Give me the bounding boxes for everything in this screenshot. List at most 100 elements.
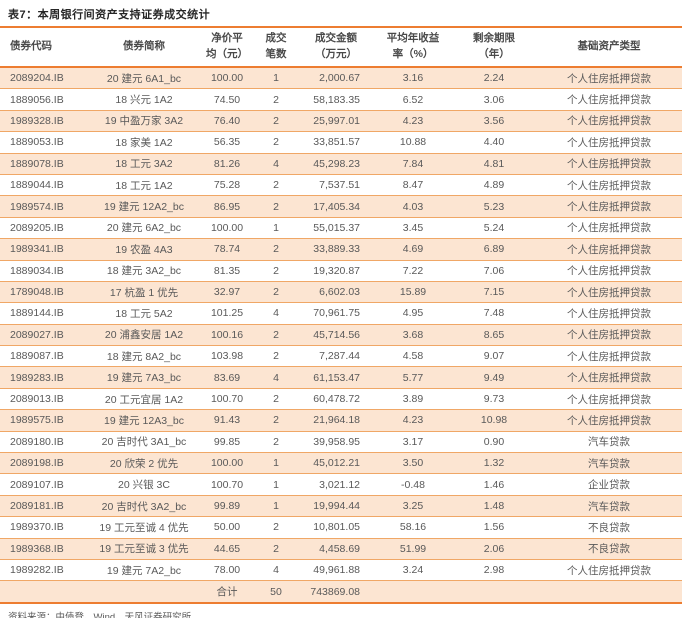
trade-amount-cell: 33,889.33 — [298, 238, 374, 261]
avg-net-price-cell: 100.16 — [200, 324, 254, 347]
asset-type-cell: 汽车贷款 — [536, 495, 682, 518]
avg-net-price-cell: 83.69 — [200, 366, 254, 389]
asset-type-cell: 个人住房抵押贷款 — [536, 281, 682, 304]
trade-amount-cell: 45,714.56 — [298, 324, 374, 347]
remaining-maturity-cell: 0.90 — [452, 431, 536, 454]
trade-count-cell: 2 — [254, 388, 298, 411]
avg-net-price-cell: 100.00 — [200, 217, 254, 240]
table-row: 1889044.IB 18 工元 1A2 75.28 2 7,537.51 8.47 4.8… — [0, 174, 682, 197]
table-row: 2089198.IB 20 欣荣 2 优先 100.00 1 45,012.21 3.50… — [0, 452, 682, 475]
avg-net-price-cell: 81.35 — [200, 260, 254, 282]
trade-amount-cell: 10,801.05 — [298, 516, 374, 539]
bond-name-cell: 18 家美 1A2 — [88, 131, 200, 154]
avg-net-price-cell: 78.00 — [200, 559, 254, 582]
bond-code-cell: 2089181.IB — [0, 495, 88, 518]
col-header-avg-yield: 平均年收益 率（%） — [374, 27, 452, 68]
trade-amount-cell: 7,287.44 — [298, 345, 374, 368]
asset-type-cell: 汽车贷款 — [536, 452, 682, 475]
table-row: 2089205.IB 20 建元 6A2_bc 100.00 1 55,015.37 3.… — [0, 217, 682, 240]
remaining-maturity-cell: 9.07 — [452, 345, 536, 368]
asset-type-cell: 个人住房抵押贷款 — [536, 67, 682, 90]
bond-code-cell: 2089107.IB — [0, 473, 88, 496]
table-row: 2089013.IB 20 工元宜居 1A2 100.70 2 60,478.72 3.8… — [0, 388, 682, 411]
avg-net-price-cell: 101.25 — [200, 302, 254, 325]
bond-code-cell: 1889044.IB — [0, 174, 88, 197]
avg-net-price-cell: 103.98 — [200, 345, 254, 368]
trade-count-cell: 2 — [254, 431, 298, 454]
asset-type-cell: 个人住房抵押贷款 — [536, 110, 682, 133]
avg-yield-cell: 5.77 — [374, 366, 452, 389]
asset-type-cell: 企业贷款 — [536, 473, 682, 496]
trade-count-cell: 4 — [254, 559, 298, 582]
remaining-maturity-cell: 9.49 — [452, 366, 536, 389]
remaining-maturity-cell: 7.15 — [452, 281, 536, 304]
avg-yield-cell: 3.16 — [374, 67, 452, 90]
col-header-trade-amount: 成交金额 （万元） — [298, 27, 374, 68]
remaining-maturity-cell: 1.56 — [452, 516, 536, 539]
avg-yield-cell: 3.17 — [374, 431, 452, 454]
header-row: 债券代码 债券简称 净价平 均（元） 成交 笔数 成交金额 （万元） 平均年收益… — [0, 27, 682, 68]
bond-name-cell: 20 欣荣 2 优先 — [88, 452, 200, 475]
table-body: 2089204.IB 20 建元 6A1_bc 100.00 1 2,000.67 3.1… — [0, 67, 682, 582]
avg-yield-cell: 7.84 — [374, 153, 452, 175]
trade-amount-cell: 61,153.47 — [298, 366, 374, 389]
bond-name-cell: 18 兴元 1A2 — [88, 88, 200, 111]
trade-count-cell: 2 — [254, 110, 298, 133]
bond-name-cell: 19 农盈 4A3 — [88, 238, 200, 261]
avg-yield-cell: 3.45 — [374, 217, 452, 240]
bond-code-cell: 1989575.IB — [0, 409, 88, 432]
trade-count-cell: 4 — [254, 153, 298, 175]
asset-type-cell: 个人住房抵押贷款 — [536, 153, 682, 175]
asset-type-cell: 个人住房抵押贷款 — [536, 131, 682, 154]
bond-name-cell: 20 吉时代 3A1_bc — [88, 431, 200, 454]
remaining-maturity-cell: 8.65 — [452, 324, 536, 347]
table-row: 1889056.IB 18 兴元 1A2 74.50 2 58,183.35 6.52 3.… — [0, 88, 682, 111]
avg-yield-cell: 3.24 — [374, 559, 452, 582]
bond-name-cell: 20 建元 6A1_bc — [88, 67, 200, 90]
bond-code-cell: 1989370.IB — [0, 516, 88, 539]
bond-name-cell: 19 建元 7A3_bc — [88, 366, 200, 389]
trade-amount-cell: 2,000.67 — [298, 67, 374, 90]
table-row: 1989368.IB 19 工元至诚 3 优先 44.65 2 4,458.69 51.9… — [0, 538, 682, 560]
asset-type-cell: 不良贷款 — [536, 538, 682, 560]
remaining-maturity-cell: 4.40 — [452, 131, 536, 154]
bond-name-cell: 20 建元 6A2_bc — [88, 217, 200, 240]
remaining-maturity-cell: 2.24 — [452, 67, 536, 90]
bond-code-cell: 1889056.IB — [0, 88, 88, 111]
remaining-maturity-cell: 10.98 — [452, 409, 536, 432]
bond-code-cell: 2089180.IB — [0, 431, 88, 454]
table-row: 1889078.IB 18 工元 3A2 81.26 4 45,298.23 7.84 4.… — [0, 153, 682, 175]
avg-yield-cell: 4.69 — [374, 238, 452, 261]
bond-code-cell: 1989328.IB — [0, 110, 88, 133]
bond-name-cell: 19 建元 12A2_bc — [88, 195, 200, 218]
total-empty-asset-cell — [536, 580, 682, 604]
total-empty-name-cell — [88, 580, 200, 604]
trade-amount-cell: 21,964.18 — [298, 409, 374, 432]
remaining-maturity-cell: 5.24 — [452, 217, 536, 240]
trade-count-cell: 2 — [254, 174, 298, 197]
trade-amount-cell: 45,298.23 — [298, 153, 374, 175]
avg-net-price-cell: 75.28 — [200, 174, 254, 197]
bond-code-cell: 1989574.IB — [0, 195, 88, 218]
table-row: 1889053.IB 18 家美 1A2 56.35 2 33,851.57 10.88 4… — [0, 131, 682, 154]
table-row: 1989370.IB 19 工元至诚 4 优先 50.00 2 10,801.05 58.… — [0, 516, 682, 539]
trade-count-cell: 1 — [254, 495, 298, 518]
bond-name-cell: 18 工元 1A2 — [88, 174, 200, 197]
trade-amount-cell: 4,458.69 — [298, 538, 374, 560]
avg-yield-cell: 4.58 — [374, 345, 452, 368]
trade-count-cell: 2 — [254, 238, 298, 261]
avg-yield-cell: 51.99 — [374, 538, 452, 560]
avg-net-price-cell: 76.40 — [200, 110, 254, 133]
avg-net-price-cell: 91.43 — [200, 409, 254, 432]
abs-trades-table: 债券代码 债券简称 净价平 均（元） 成交 笔数 成交金额 （万元） 平均年收益… — [0, 26, 682, 604]
avg-yield-cell: 3.89 — [374, 388, 452, 411]
trade-count-cell: 2 — [254, 281, 298, 304]
trade-amount-cell: 70,961.75 — [298, 302, 374, 325]
bond-name-cell: 17 杭盈 1 优先 — [88, 281, 200, 304]
total-label-cell: 合计 — [200, 580, 254, 604]
col-header-bond-name: 债券简称 — [88, 27, 200, 68]
bond-code-cell: 1989282.IB — [0, 559, 88, 582]
trade-amount-cell: 49,961.88 — [298, 559, 374, 582]
total-row: 合计 50 743869.08 — [0, 580, 682, 604]
trade-count-cell: 2 — [254, 260, 298, 282]
